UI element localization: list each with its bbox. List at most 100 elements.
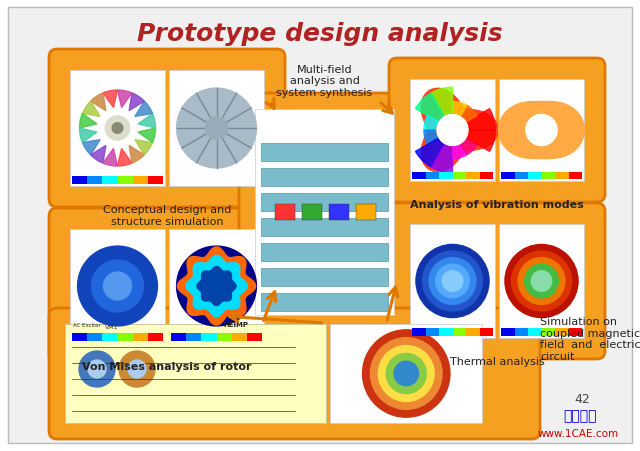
FancyBboxPatch shape <box>186 333 202 341</box>
FancyBboxPatch shape <box>65 324 326 423</box>
FancyBboxPatch shape <box>102 333 118 341</box>
Polygon shape <box>415 139 444 168</box>
FancyBboxPatch shape <box>410 225 495 338</box>
FancyBboxPatch shape <box>132 333 148 341</box>
Text: Analysis of vibration modes: Analysis of vibration modes <box>410 199 584 210</box>
Circle shape <box>119 351 155 387</box>
Polygon shape <box>467 110 495 131</box>
Circle shape <box>436 265 469 298</box>
Polygon shape <box>103 149 118 166</box>
FancyBboxPatch shape <box>49 50 285 207</box>
Circle shape <box>386 354 426 394</box>
Polygon shape <box>129 146 145 164</box>
Polygon shape <box>138 114 156 129</box>
FancyBboxPatch shape <box>452 172 466 179</box>
FancyBboxPatch shape <box>118 176 132 184</box>
FancyBboxPatch shape <box>541 172 555 179</box>
FancyBboxPatch shape <box>49 208 285 364</box>
FancyBboxPatch shape <box>412 172 426 179</box>
Text: Von Mises analysis of rotor: Von Mises analysis of rotor <box>83 361 252 371</box>
Circle shape <box>88 360 106 378</box>
FancyBboxPatch shape <box>65 324 326 423</box>
FancyBboxPatch shape <box>118 333 132 341</box>
FancyBboxPatch shape <box>439 172 452 179</box>
FancyBboxPatch shape <box>261 293 388 311</box>
FancyBboxPatch shape <box>329 205 349 221</box>
FancyBboxPatch shape <box>466 172 479 179</box>
Polygon shape <box>135 102 152 117</box>
Text: Conceptual design and
structure simulation: Conceptual design and structure simulati… <box>103 205 231 226</box>
Polygon shape <box>79 114 97 129</box>
Circle shape <box>177 247 257 326</box>
FancyBboxPatch shape <box>169 230 264 343</box>
Text: 仿真在线: 仿真在线 <box>563 408 596 422</box>
Polygon shape <box>461 106 477 122</box>
FancyBboxPatch shape <box>389 59 605 202</box>
Text: www.1CAE.com: www.1CAE.com <box>538 428 619 438</box>
FancyBboxPatch shape <box>132 176 148 184</box>
FancyBboxPatch shape <box>568 172 582 179</box>
Polygon shape <box>467 131 495 152</box>
Circle shape <box>429 258 476 305</box>
Polygon shape <box>118 149 132 166</box>
FancyBboxPatch shape <box>515 328 528 336</box>
Polygon shape <box>186 256 247 317</box>
FancyBboxPatch shape <box>148 333 163 341</box>
Polygon shape <box>421 89 498 172</box>
FancyBboxPatch shape <box>261 268 388 286</box>
FancyBboxPatch shape <box>528 172 541 179</box>
FancyBboxPatch shape <box>439 328 452 336</box>
Circle shape <box>128 360 146 378</box>
Circle shape <box>205 118 228 140</box>
Circle shape <box>525 265 558 298</box>
Circle shape <box>79 351 115 387</box>
FancyBboxPatch shape <box>541 328 555 336</box>
Polygon shape <box>83 140 100 156</box>
FancyBboxPatch shape <box>72 333 87 341</box>
Text: AC Exciter: AC Exciter <box>73 322 101 327</box>
Polygon shape <box>129 94 145 111</box>
Polygon shape <box>461 139 477 156</box>
Circle shape <box>511 252 572 311</box>
Polygon shape <box>431 145 452 173</box>
FancyBboxPatch shape <box>70 71 165 187</box>
FancyBboxPatch shape <box>49 308 540 439</box>
FancyBboxPatch shape <box>261 219 388 236</box>
FancyBboxPatch shape <box>255 110 394 315</box>
FancyBboxPatch shape <box>232 333 247 341</box>
FancyBboxPatch shape <box>499 80 584 182</box>
FancyBboxPatch shape <box>171 333 186 341</box>
Circle shape <box>104 272 131 300</box>
Polygon shape <box>118 91 132 108</box>
Polygon shape <box>91 146 106 164</box>
FancyBboxPatch shape <box>8 8 632 443</box>
FancyBboxPatch shape <box>216 333 232 341</box>
Polygon shape <box>177 247 255 325</box>
FancyBboxPatch shape <box>330 324 483 423</box>
Polygon shape <box>79 129 97 143</box>
Text: Thermal analysis: Thermal analysis <box>450 356 545 366</box>
FancyBboxPatch shape <box>555 328 568 336</box>
FancyBboxPatch shape <box>426 172 439 179</box>
FancyBboxPatch shape <box>501 328 515 336</box>
FancyBboxPatch shape <box>261 144 388 161</box>
Text: Prototype design analysis: Prototype design analysis <box>137 22 503 46</box>
FancyBboxPatch shape <box>568 328 582 336</box>
FancyBboxPatch shape <box>261 169 388 187</box>
Circle shape <box>505 245 578 318</box>
FancyBboxPatch shape <box>302 205 322 221</box>
Text: 42: 42 <box>574 393 590 405</box>
FancyBboxPatch shape <box>356 205 376 221</box>
FancyBboxPatch shape <box>148 176 163 184</box>
FancyBboxPatch shape <box>515 172 528 179</box>
Polygon shape <box>138 129 156 143</box>
Polygon shape <box>197 267 236 306</box>
FancyBboxPatch shape <box>261 244 388 262</box>
Circle shape <box>92 261 143 312</box>
Circle shape <box>518 258 565 305</box>
FancyBboxPatch shape <box>239 94 410 331</box>
Circle shape <box>362 330 450 417</box>
Text: VM1: VM1 <box>105 324 119 329</box>
Polygon shape <box>452 102 467 116</box>
FancyBboxPatch shape <box>555 172 568 179</box>
